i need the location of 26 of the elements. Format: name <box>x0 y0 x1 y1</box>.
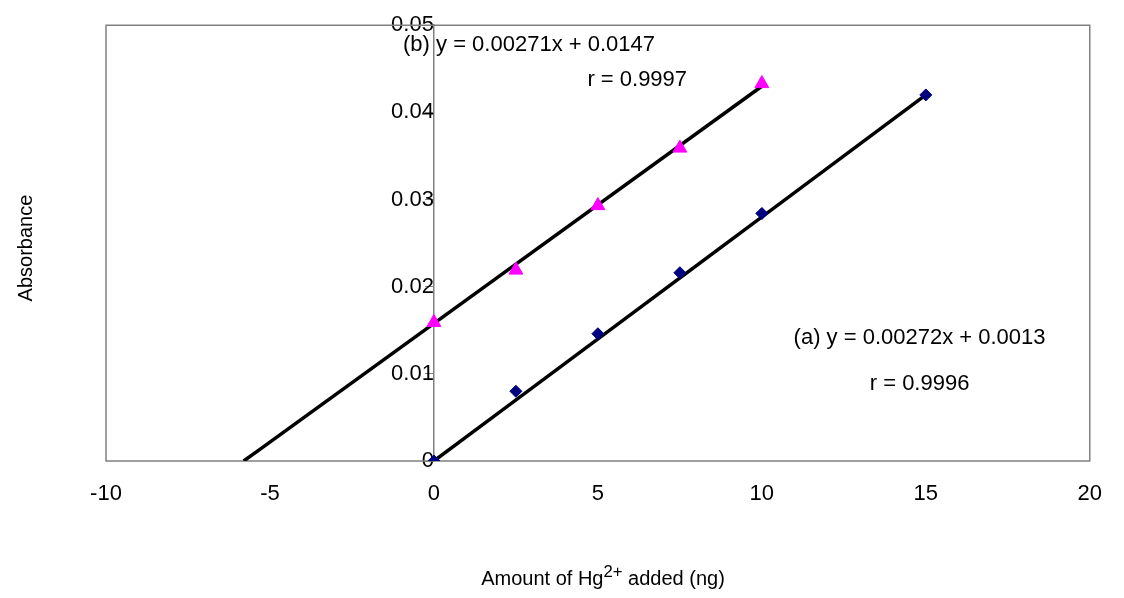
annotation: (b) y = 0.00271x + 0.0147 <box>403 30 655 56</box>
point <box>508 261 524 275</box>
x-tick-label: 15 <box>913 480 939 506</box>
y-tick-label: 0.03 <box>391 185 434 211</box>
x-tick-label: 5 <box>591 480 605 506</box>
point <box>591 327 605 341</box>
x-tick-label: 10 <box>749 480 775 506</box>
annotation: r = 0.9996 <box>869 369 970 395</box>
y-tick-label: 0.01 <box>391 359 434 385</box>
point <box>426 313 442 327</box>
point <box>590 197 606 211</box>
point <box>672 139 688 153</box>
y-tick-label: 0.02 <box>391 272 434 298</box>
annotation: r = 0.9997 <box>587 65 688 91</box>
x-tick-label: -5 <box>260 480 280 506</box>
y-axis-title: Absorbance <box>13 194 37 302</box>
point <box>754 75 770 89</box>
annotation: (a) y = 0.00272x + 0.0013 <box>793 324 1046 350</box>
x-tick-label: 20 <box>1077 480 1103 506</box>
point <box>919 88 933 102</box>
y-tick-label: 0.04 <box>391 98 434 124</box>
x-tick-label: -10 <box>90 480 122 506</box>
point <box>673 266 687 280</box>
x-axis-title: Amount of Hg$^{2+}$ added (ng) <box>481 562 725 590</box>
point <box>509 384 523 398</box>
point <box>755 206 769 220</box>
